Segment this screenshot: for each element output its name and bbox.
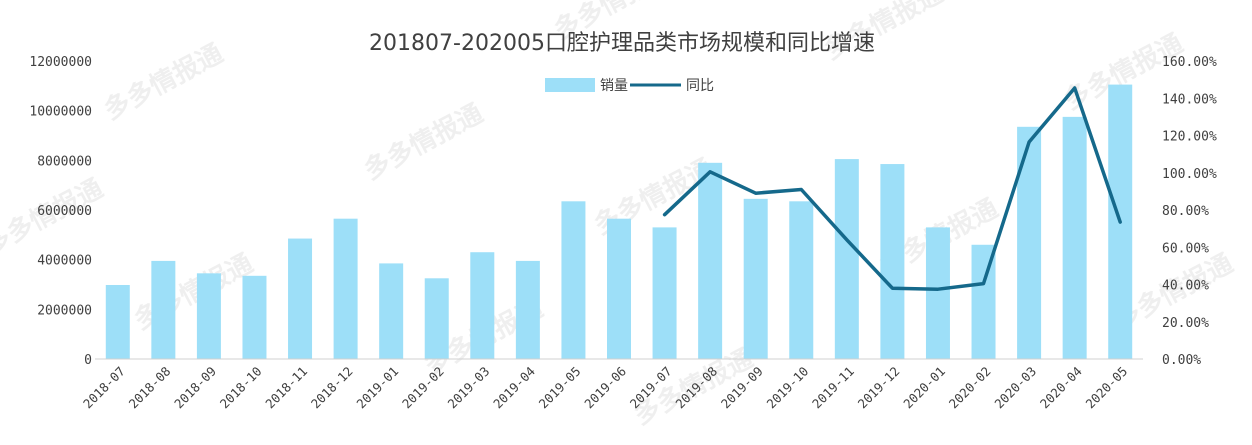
y-left-tick-label: 2000000 xyxy=(37,303,92,318)
watermark-text: 多多情报通 xyxy=(99,38,228,126)
bar xyxy=(652,227,677,359)
y-left-tick-label: 6000000 xyxy=(37,204,92,219)
bar xyxy=(1017,126,1042,359)
x-tick-label: 2019-04 xyxy=(490,364,538,412)
y-right-tick-label: 160.00% xyxy=(1162,55,1217,70)
y-right-tick-label: 100.00% xyxy=(1162,167,1217,182)
y-left-tick-label: 10000000 xyxy=(29,105,92,120)
bar xyxy=(698,162,723,359)
x-tick-label: 2019-01 xyxy=(353,364,401,412)
x-tick-label: 2019-12 xyxy=(855,364,903,412)
x-axis: 2018-072018-082018-092018-102018-112018-… xyxy=(80,364,1130,412)
bar xyxy=(789,201,814,359)
bar xyxy=(561,201,586,359)
chart-title: 201807-202005口腔护理品类市场规模和同比增速 xyxy=(369,31,875,56)
x-tick-label: 2020-01 xyxy=(900,364,948,412)
bar xyxy=(515,260,540,359)
bar xyxy=(743,198,768,359)
x-tick-label: 2019-02 xyxy=(399,364,447,412)
y-right-tick-label: 40.00% xyxy=(1162,279,1209,294)
bar xyxy=(379,263,404,359)
x-tick-label: 2018-12 xyxy=(308,364,356,412)
y-left-tick-label: 0 xyxy=(84,353,92,368)
legend-swatch-bar xyxy=(545,78,595,92)
x-tick-label: 2018-07 xyxy=(80,364,128,412)
y-left-tick-label: 12000000 xyxy=(29,55,92,70)
bar xyxy=(470,252,495,359)
x-tick-label: 2018-10 xyxy=(217,364,265,412)
y-right-tick-label: 120.00% xyxy=(1162,130,1217,145)
x-tick-label: 2020-04 xyxy=(1037,364,1085,412)
x-tick-label: 2018-11 xyxy=(262,364,310,412)
watermark-text: 多多情报通 xyxy=(359,98,488,186)
x-tick-label: 2020-05 xyxy=(1082,364,1130,412)
x-tick-label: 2019-10 xyxy=(764,364,812,412)
x-tick-label: 2019-11 xyxy=(809,364,857,412)
y-right-tick-label: 60.00% xyxy=(1162,241,1209,256)
bar xyxy=(105,284,130,359)
bar xyxy=(424,278,449,359)
x-tick-label: 2019-05 xyxy=(536,364,584,412)
y-left-tick-label: 4000000 xyxy=(37,254,92,269)
bar xyxy=(880,164,905,359)
bar xyxy=(834,159,859,359)
bar xyxy=(151,260,176,359)
line-series xyxy=(662,86,1122,291)
y-right-tick-label: 20.00% xyxy=(1162,316,1209,331)
legend-label-line: 同比 xyxy=(686,78,714,94)
watermark-text: 多多情报通 xyxy=(129,248,258,336)
bar xyxy=(242,275,267,359)
bar xyxy=(1062,116,1087,359)
bar xyxy=(925,227,950,359)
y-right-tick-label: 0.00% xyxy=(1162,353,1201,368)
y-right-tick-label: 140.00% xyxy=(1162,92,1217,107)
y-axis-left: 0 2000000 4000000 6000000 8000000 10000000 120… xyxy=(29,55,92,368)
y-axis-right: 0.00% 20.00% 40.00% 60.00% 80.00% 100.00% 120.… xyxy=(1162,55,1217,368)
bar xyxy=(288,238,313,359)
bar xyxy=(333,218,358,359)
x-tick-label: 2018-09 xyxy=(171,364,219,412)
x-tick-label: 2020-02 xyxy=(946,364,994,412)
y-right-tick-label: 80.00% xyxy=(1162,204,1209,219)
legend: 销量 同比 xyxy=(545,78,714,94)
y-left-tick-label: 8000000 xyxy=(37,154,92,169)
x-tick-label: 2018-08 xyxy=(126,364,174,412)
bar xyxy=(607,218,631,359)
x-tick-label: 2020-03 xyxy=(991,364,1039,412)
x-tick-label: 2019-06 xyxy=(581,364,629,412)
legend-label-bar: 销量 xyxy=(600,78,628,94)
bar xyxy=(196,273,221,359)
